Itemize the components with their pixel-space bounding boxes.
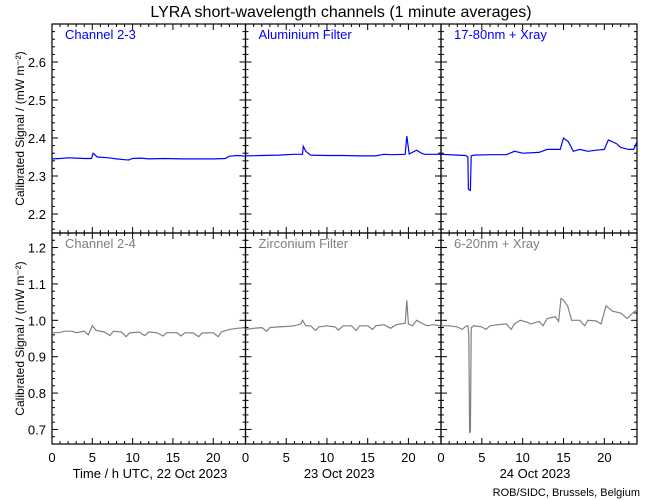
panel-label: Zirconium Filter <box>259 236 349 251</box>
x-tick-label: 15 <box>166 450 180 465</box>
y-tick-label: 2.4 <box>28 131 46 146</box>
x-axis-label: Time / h UTC, 22 Oct 2023 <box>73 466 228 481</box>
y-axis-label: Calibrated Signal / (mW m⁻²) <box>13 261 27 415</box>
x-tick-label: 0 <box>48 450 55 465</box>
series-line-channel-2-3 <box>51 152 246 161</box>
x-tick-label: 5 <box>478 450 485 465</box>
series-line-zirconium-filter <box>245 300 442 333</box>
panel-frame <box>244 23 442 234</box>
x-tick-label: 10 <box>515 450 529 465</box>
x-tick-label: 0 <box>242 450 249 465</box>
y-tick-label: 2.6 <box>28 55 46 70</box>
y-tick-label: 0.8 <box>28 386 46 401</box>
x-tick-label: 15 <box>556 450 570 465</box>
y-tick-label: 1.2 <box>28 241 46 256</box>
panel-frame <box>244 232 442 445</box>
x-tick-label: 15 <box>360 450 374 465</box>
x-tick-label: 20 <box>206 450 220 465</box>
panel-frame <box>440 23 638 234</box>
panel-label: Channel 2-4 <box>65 236 136 251</box>
y-tick-label: 2.3 <box>28 169 46 184</box>
y-tick-label: 2.2 <box>28 207 46 222</box>
panel-frame <box>51 23 247 234</box>
x-tick-label: 10 <box>320 450 334 465</box>
chart-title: LYRA short-wavelength channels (1 minute… <box>150 4 531 21</box>
x-tick-label: 20 <box>597 450 611 465</box>
y-tick-label: 2.5 <box>28 93 46 108</box>
panel-label: Aluminium Filter <box>259 27 353 42</box>
panel-label: Channel 2-3 <box>65 27 136 42</box>
x-tick-label: 5 <box>283 450 290 465</box>
x-tick-label: 0 <box>437 450 444 465</box>
series-line-17-80nm-xray <box>440 136 638 192</box>
y-tick-label: 0.9 <box>28 350 46 365</box>
x-tick-label: 10 <box>125 450 139 465</box>
series-line-6-20nm-xray <box>441 297 638 434</box>
credit-text: ROB/SIDC, Brussels, Belgium <box>493 487 640 499</box>
x-axis-label: 24 Oct 2023 <box>500 466 571 481</box>
y-tick-label: 0.7 <box>28 422 46 437</box>
panel-label: 17-80nm + Xray <box>454 27 547 42</box>
series-line-channel-2-4 <box>51 324 246 338</box>
panel-label: 6-20nm + Xray <box>454 236 540 251</box>
x-tick-label: 20 <box>401 450 415 465</box>
y-axis-label: Calibrated Signal / (mW m⁻²) <box>13 51 27 205</box>
panel-frame <box>51 232 247 445</box>
series-line-aluminium-filter <box>245 136 441 157</box>
x-tick-label: 5 <box>89 450 96 465</box>
y-tick-label: 1.1 <box>28 277 46 292</box>
y-tick-label: 1.0 <box>28 313 46 328</box>
x-axis-label: 23 Oct 2023 <box>304 466 375 481</box>
